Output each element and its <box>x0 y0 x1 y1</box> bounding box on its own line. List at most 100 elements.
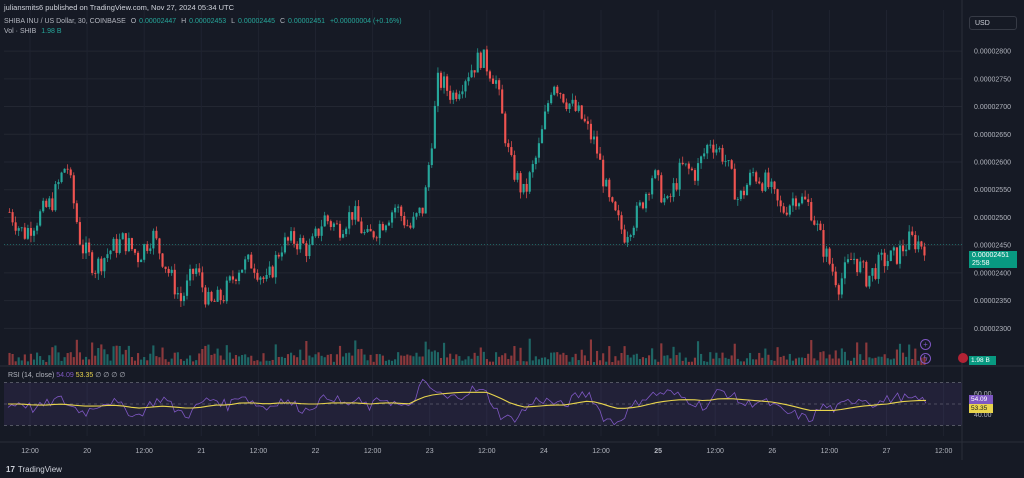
volume-bar <box>629 357 632 365</box>
volume-bar <box>329 354 332 365</box>
candle-body <box>424 187 427 214</box>
volume-bar <box>528 338 531 365</box>
volume-bar <box>152 345 155 365</box>
volume-bar <box>155 356 158 365</box>
volume-label: Vol · SHIB <box>4 28 37 35</box>
candle-body <box>158 238 161 254</box>
candle-body <box>103 258 106 272</box>
candle-body <box>641 202 645 209</box>
volume-bar <box>895 349 899 365</box>
volume-bar <box>305 341 308 365</box>
candle-body <box>788 205 791 215</box>
volume-bar <box>161 347 164 365</box>
candle-body <box>736 198 739 200</box>
candle-body <box>718 148 721 150</box>
candle-body <box>623 229 626 243</box>
volume-bar <box>372 361 375 365</box>
volume-bar <box>133 360 137 365</box>
volume-bar <box>663 355 666 365</box>
volume-bar <box>911 358 914 365</box>
candle-body <box>305 243 308 257</box>
volume-bar <box>375 354 378 365</box>
lightning-icon[interactable]: ϟ <box>920 353 931 364</box>
volume-bar <box>562 352 565 365</box>
price-axis-label: 0.00002700 <box>974 104 1011 111</box>
candle-body <box>219 289 222 301</box>
candle-body <box>228 276 231 281</box>
volume-bar <box>543 357 547 365</box>
volume-bar <box>800 357 804 365</box>
volume-bar <box>464 359 467 365</box>
volume-bar <box>690 361 693 365</box>
candle-body <box>700 156 703 164</box>
candle-body <box>853 258 856 260</box>
candle-body <box>152 230 155 249</box>
low-value: 0.00002445 <box>238 18 275 25</box>
candle-body <box>409 225 412 228</box>
rsi-legend[interactable]: RSI (14, close) 54.09 53.35 ∅ ∅ ∅ ∅ <box>8 371 125 379</box>
volume-bar <box>764 348 767 365</box>
volume-bar <box>106 354 109 365</box>
volume-bar <box>595 350 599 365</box>
candle-body <box>412 216 415 228</box>
volume-bar <box>482 351 485 365</box>
symbol-legend[interactable]: SHIBA INU / US Dollar, 30, COINBASE O 0.0… <box>4 18 405 25</box>
currency-selector[interactable]: USD <box>969 16 1017 30</box>
volume-bar <box>742 361 746 365</box>
candle-body <box>617 210 620 216</box>
candle-body <box>470 70 473 78</box>
candle-body <box>277 254 280 257</box>
volume-bar <box>219 355 222 365</box>
volume-bar <box>748 352 752 365</box>
candle-body <box>669 196 672 198</box>
volume-bar <box>176 352 179 365</box>
volume-bar <box>84 356 88 365</box>
volume-bar <box>314 354 317 365</box>
candle-body <box>488 71 492 79</box>
volume-bar <box>498 356 501 365</box>
volume-bar <box>917 360 920 365</box>
volume-bar <box>626 354 629 365</box>
candle-body <box>522 183 525 193</box>
volume-bar <box>837 358 840 365</box>
volume-bar <box>831 358 834 365</box>
volume-bar <box>476 355 479 365</box>
candle-body <box>400 206 403 216</box>
candle-body <box>528 172 531 192</box>
candle-body <box>620 215 623 230</box>
volume-bar <box>311 357 314 365</box>
volume-bar <box>727 358 730 365</box>
volume-bar <box>387 359 391 365</box>
volume-bar <box>782 355 785 365</box>
volume-bar <box>599 360 602 365</box>
time-axis-label: 12:00 <box>821 448 839 455</box>
add-indicator-icon[interactable]: + <box>920 339 931 350</box>
tradingview-logo[interactable]: 17 TradingView <box>6 465 62 474</box>
candle-body <box>663 198 666 203</box>
volume-bar <box>571 357 574 365</box>
price-axis-label: 0.00002400 <box>974 270 1011 277</box>
candle-body <box>198 268 201 273</box>
candle-body <box>547 103 550 112</box>
candle-body <box>455 92 458 99</box>
volume-bar <box>268 360 271 365</box>
candle-body <box>651 178 654 195</box>
candle-body <box>461 91 464 95</box>
volume-bar <box>651 348 654 365</box>
candle-body <box>917 241 920 250</box>
volume-bar <box>29 353 33 365</box>
candle-body <box>647 193 651 195</box>
volume-legend[interactable]: Vol · SHIB 1.98 B <box>4 28 65 35</box>
candle-body <box>124 233 127 252</box>
candle-body <box>314 228 317 237</box>
volume-bar <box>644 358 648 365</box>
volume-bar <box>568 361 571 365</box>
candle-body <box>91 252 94 274</box>
candle-body <box>354 206 357 220</box>
volume-bar <box>103 349 106 365</box>
candle-body <box>629 235 632 237</box>
volume-bar <box>302 360 305 365</box>
candle-body <box>381 223 384 231</box>
